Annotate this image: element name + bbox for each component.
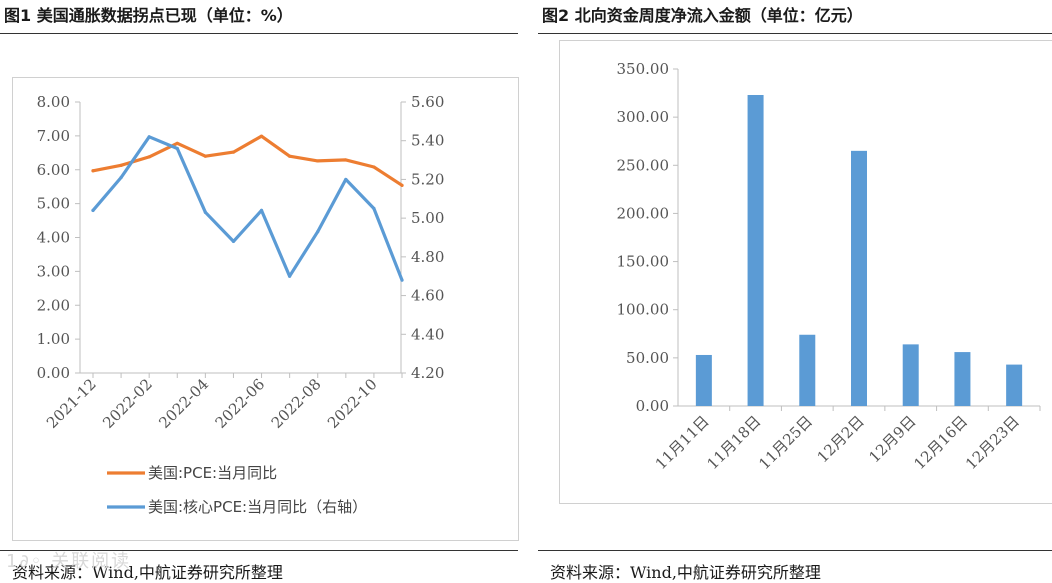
series-point-core-pce [203,210,207,214]
x-tick-label: 2022-08 [268,375,325,432]
series-point-core-pce [91,208,95,212]
bar [851,150,867,406]
y-tick-label: 0.00 [636,397,669,415]
left-y-tick-label: 1.00 [37,330,70,348]
x-tick-label: 2022-02 [99,375,156,432]
series-point-core-pce [119,175,123,180]
x-tick-label: 2021-12 [43,375,100,432]
bar [747,94,764,407]
x-tick-label: 2022-06 [212,375,269,432]
left-source-rule [0,550,518,551]
series-point-pce [400,183,404,187]
bar [1006,364,1023,406]
series-line-pce [91,134,404,187]
legend-label-pce: 美国:PCE:当月同比 [148,464,277,482]
watermark: 1∂◦ 关联阅读 [6,551,132,572]
northbound-bar-chart: 0.00 50.00 100.00 150.00 200.00 250.00 300.00 3… [559,40,1052,504]
y-tick-label: 200.00 [617,204,670,222]
right-y-tick-label: 4.60 [411,287,444,305]
right-y-tick-label: 5.40 [411,132,444,150]
right-y-tick-label: 4.20 [411,364,444,382]
left-figure-panel: 图1 美国通胀数据拐点已现（单位：%） 0.00 1.00 2.00 3.00 4.00… [0,0,519,582]
inflation-line-chart-svg: 0.00 1.00 2.00 3.00 4.00 5.00 6.00 7.00 8.00 4.20… [37,93,445,516]
series-point-core-pce [259,208,264,212]
y-tick-label: 250.00 [617,156,670,174]
series-point-pce [344,158,348,162]
series-point-core-pce [344,177,348,182]
series-point-pce [231,150,236,154]
left-y-tick-label: 5.00 [37,195,70,213]
series-point-pce [91,169,95,173]
x-tick-label: 11月11日 [652,412,713,473]
left-y-tick-label: 3.00 [37,262,70,280]
y-tick-label: 300.00 [617,108,670,126]
series-point-core-pce [400,278,404,282]
right-y-tick-label: 5.00 [411,209,444,227]
series-point-pce [147,155,151,159]
left-source-note: 资料来源：Wind,中航证券研究所整理 [12,563,283,582]
legend-label-core-pce: 美国:核心PCE:当月同比（右轴） [148,498,367,516]
left-y-tick-label: 0.00 [37,364,70,382]
y-tick-label: 100.00 [617,301,670,319]
left-y-tick-label: 7.00 [37,127,70,145]
left-title-rule [0,33,518,34]
left-y-tick-label: 8.00 [37,93,70,111]
y-tick-label: 50.00 [626,349,669,367]
series-point-core-pce [316,230,320,234]
series-point-core-pce [372,206,376,211]
right-source-rule [538,550,1052,551]
series-point-core-pce [288,274,292,278]
series-point-pce [119,163,123,167]
right-y-tick-label: 4.40 [411,325,444,343]
series-point-pce [259,134,264,138]
bar [799,334,816,406]
left-y-tick-label: 2.00 [37,296,70,314]
right-y-tick-label: 5.20 [411,170,444,188]
x-tick-label: 12月2日 [814,412,868,466]
series-point-core-pce [175,146,179,151]
series-point-pce [316,159,320,163]
series-point-pce [175,141,179,145]
northbound-bar-chart-svg: 0.00 50.00 100.00 150.00 200.00 250.00 300.00 3… [617,60,1041,473]
x-tick-label: 2022-10 [324,375,381,432]
series-point-core-pce [231,239,236,243]
left-figure-title: 图1 美国通胀数据拐点已现（单位：%） [4,6,293,25]
x-tick-label: 12月16日 [910,412,971,473]
series-point-pce [372,165,376,169]
bar [902,344,919,406]
right-figure-panel: 图2 北向资金周度净流入金额（单位：亿元） 0.00 50.00 100.00 150… [538,0,1052,582]
y-tick-label: 150.00 [617,253,670,271]
left-y-tick-label: 6.00 [37,161,70,179]
right-source-note: 资料来源：Wind,中航证券研究所整理 [550,563,821,582]
series-point-pce [203,154,207,158]
bar [695,354,712,406]
x-tick-label: 11月25日 [755,412,816,473]
right-y-tick-label: 5.60 [411,93,444,111]
inflation-line-chart: 0.00 1.00 2.00 3.00 4.00 5.00 6.00 7.00 8.00 4.20… [12,77,519,541]
right-figure-title: 图2 北向资金周度净流入金额（单位：亿元） [542,6,863,25]
right-title-rule [538,33,1052,34]
right-y-tick-label: 4.80 [411,248,444,266]
x-tick-label: 11月18日 [703,412,764,473]
x-tick-label: 12月23日 [962,412,1023,473]
series-point-core-pce [147,135,151,139]
y-tick-label: 350.00 [617,60,670,78]
bar [954,352,971,406]
series-line-core-pce [91,135,404,282]
left-y-tick-label: 4.00 [37,229,70,247]
series-point-pce [288,154,292,158]
x-tick-label: 2022-04 [155,375,212,432]
